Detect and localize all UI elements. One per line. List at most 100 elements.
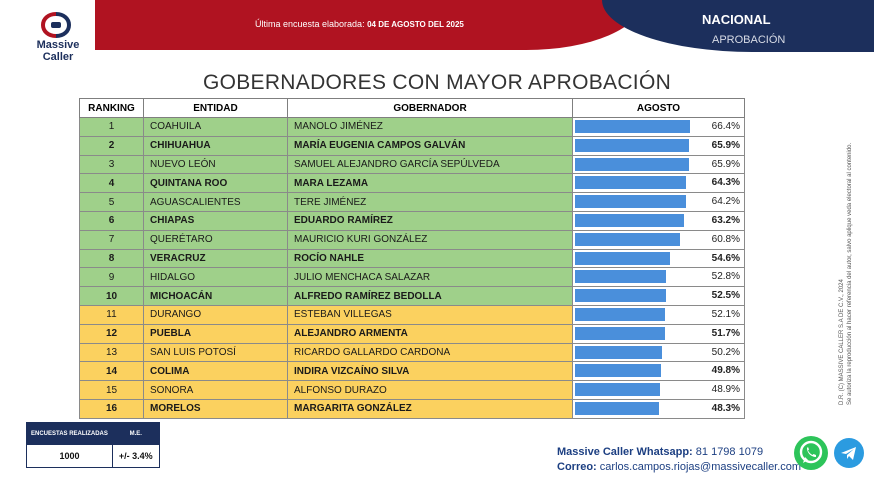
table-row: 9 HIDALGO JULIO MENCHACA SALAZAR 52.8% <box>79 267 745 288</box>
approval-value: 52.8% <box>711 271 740 283</box>
contact-info: Massive Caller Whatsapp: 81 1798 1079 Co… <box>557 445 801 475</box>
telegram-icon[interactable] <box>834 438 864 468</box>
approval-cell: 66.4% <box>572 117 745 137</box>
approval-bar <box>575 401 659 415</box>
approval-value: 48.3% <box>711 402 740 414</box>
rank-cell: 14 <box>79 361 144 382</box>
surveys-count: 1000 <box>26 444 113 468</box>
margin-of-error: +/- 3.4% <box>111 444 160 468</box>
approval-cell: 65.9% <box>572 135 745 156</box>
rank-cell: 1 <box>79 117 144 137</box>
approval-value: 66.4% <box>711 121 740 132</box>
entidad-cell: NUEVO LEÓN <box>143 154 288 175</box>
table-row: 10 MICHOACÁN ALFREDO RAMÍREZ BEDOLLA 52.5% <box>79 286 745 306</box>
entidad-cell: QUERÉTARO <box>143 229 288 250</box>
entidad-cell: AGUASCALIENTES <box>143 192 288 212</box>
gobernador-cell: SAMUEL ALEJANDRO GARCÍA SEPÚLVEDA <box>287 154 573 175</box>
approval-cell: 52.1% <box>572 304 745 325</box>
table-row: 12 PUEBLA ALEJANDRO ARMENTA 51.7% <box>79 323 745 344</box>
logo-name-line2: Caller <box>42 51 74 63</box>
whatsapp-number[interactable]: 81 1798 1079 <box>695 446 764 458</box>
whatsapp-icon[interactable] <box>794 436 828 470</box>
whatsapp-label: Massive Caller Whatsapp: <box>557 446 693 458</box>
approval-cell: 52.8% <box>572 267 745 288</box>
entidad-cell: QUINTANA ROO <box>143 173 288 194</box>
entidad-cell: PUEBLA <box>143 323 288 344</box>
rank-cell: 4 <box>79 173 144 194</box>
header-gobernador: GOBERNADOR <box>287 98 573 118</box>
table-row: 16 MORELOS MARGARITA GONZÁLEZ 48.3% <box>79 398 745 419</box>
rank-cell: 15 <box>79 380 144 400</box>
survey-date-text: Última encuesta elaborada: 04 DE AGOSTO … <box>255 19 464 29</box>
table-row: 11 DURANGO ESTEBAN VILLEGAS 52.1% <box>79 304 745 325</box>
table-row: 15 SONORA ALFONSO DURAZO 48.9% <box>79 380 745 400</box>
approval-cell: 64.2% <box>572 192 745 212</box>
entidad-cell: CHIHUAHUA <box>143 135 288 156</box>
header-navy-banner: NACIONAL APROBACIÓN <box>602 0 874 52</box>
rank-cell: 3 <box>79 154 144 175</box>
approval-bar <box>575 383 660 397</box>
header-entidad: ENTIDAD <box>143 98 288 118</box>
approval-bar <box>575 157 690 171</box>
gobernador-cell: ESTEBAN VILLEGAS <box>287 304 573 325</box>
header-red-banner: Última encuesta elaborada: 04 DE AGOSTO … <box>95 0 643 50</box>
approval-cell: 60.8% <box>572 229 745 250</box>
survey-date: 04 DE AGOSTO DEL 2025 <box>367 20 464 29</box>
approval-bar <box>575 270 667 284</box>
gobernador-cell: MAURICIO KURI GONZÁLEZ <box>287 229 573 250</box>
table-row: 6 CHIAPAS EDUARDO RAMÍREZ 63.2% <box>79 210 745 231</box>
entidad-cell: COLIMA <box>143 361 288 382</box>
approval-bar <box>575 307 666 321</box>
approval-bar <box>575 232 681 246</box>
survey-prefix: Última encuesta elaborada: <box>255 19 365 29</box>
approval-cell: 49.8% <box>572 361 745 382</box>
approval-cell: 63.2% <box>572 210 745 231</box>
approval-value: 50.2% <box>711 346 740 358</box>
approval-bar <box>575 364 662 378</box>
gobernador-cell: ALFREDO RAMÍREZ BEDOLLA <box>287 286 573 306</box>
entidad-cell: COAHUILA <box>143 117 288 137</box>
approval-cell: 64.3% <box>572 173 745 194</box>
table-row: 1 COAHUILA MANOLO JIMÉNEZ 66.4% <box>79 117 745 137</box>
table-row: 3 NUEVO LEÓN SAMUEL ALEJANDRO GARCÍA SEPÚL… <box>79 154 745 175</box>
gobernador-cell: EDUARDO RAMÍREZ <box>287 210 573 231</box>
gobernador-cell: INDIRA VIZCAÍNO SILVA <box>287 361 573 382</box>
rank-cell: 8 <box>79 248 144 269</box>
approval-bar <box>575 251 670 265</box>
approval-value: 52.5% <box>711 290 740 302</box>
entidad-cell: CHIAPAS <box>143 210 288 231</box>
approval-value: 49.8% <box>711 365 740 377</box>
table-header-row: RANKING ENTIDAD GOBERNADOR AGOSTO <box>79 98 745 118</box>
table-row: 13 SAN LUIS POTOSÍ RICARDO GALLARDO CARDON… <box>79 342 745 363</box>
header-agosto: AGOSTO <box>572 98 745 118</box>
rank-cell: 6 <box>79 210 144 231</box>
gobernador-cell: MARA LEZAMA <box>287 173 573 194</box>
rank-cell: 13 <box>79 342 144 363</box>
approval-value: 51.7% <box>711 327 740 339</box>
gobernador-cell: JULIO MENCHACA SALAZAR <box>287 267 573 288</box>
rank-cell: 11 <box>79 304 144 325</box>
gobernador-cell: ALEJANDRO ARMENTA <box>287 323 573 344</box>
email-label: Correo: <box>557 461 597 473</box>
rank-cell: 5 <box>79 192 144 212</box>
authorization-line: Se autoriza la reproducción al hacer ref… <box>847 142 853 405</box>
approval-bar <box>575 289 666 303</box>
entidad-cell: SONORA <box>143 380 288 400</box>
approval-bar <box>575 195 687 209</box>
approval-cell: 50.2% <box>572 342 745 363</box>
copyright-side-text: D.R. (C) MASSIVE CALLER S.A DE C.V., 202… <box>838 105 854 405</box>
gobernador-cell: MARÍA EUGENIA CAMPOS GALVÁN <box>287 135 573 156</box>
email-address[interactable]: carlos.campos.riojas@massivecaller.com <box>599 461 802 473</box>
table-row: 7 QUERÉTARO MAURICIO KURI GONZÁLEZ 60.8% <box>79 229 745 250</box>
approval-value: 64.2% <box>711 196 740 208</box>
survey-info-table: ENCUESTAS REALIZADAS M.E. 1000 +/- 3.4% <box>26 422 160 468</box>
approval-cell: 52.5% <box>572 286 745 306</box>
approval-cell: 65.9% <box>572 154 745 175</box>
approval-cell: 51.7% <box>572 323 745 344</box>
table-row: 14 COLIMA INDIRA VIZCAÍNO SILVA 49.8% <box>79 361 745 382</box>
rank-cell: 10 <box>79 286 144 306</box>
rank-cell: 9 <box>79 267 144 288</box>
approval-bar <box>575 345 662 359</box>
approval-value: 65.9% <box>711 139 740 151</box>
table-row: 4 QUINTANA ROO MARA LEZAMA 64.3% <box>79 173 745 194</box>
